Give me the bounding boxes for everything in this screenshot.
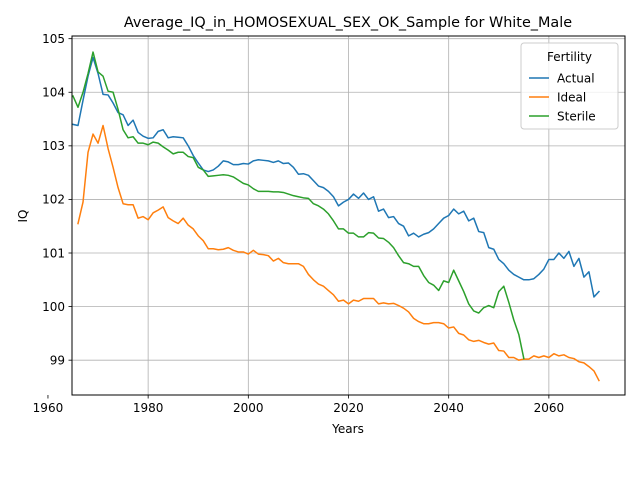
x-tick-label: 1980 <box>133 401 164 415</box>
series-line-ideal <box>77 124 600 382</box>
y-tick-label: 99 <box>50 353 65 367</box>
series-lines <box>72 51 601 382</box>
x-axis-label: Years <box>331 422 364 436</box>
x-tick-label: 2000 <box>233 401 264 415</box>
y-tick-label: 101 <box>42 246 65 260</box>
legend-entries: Actual Ideal Sterile <box>529 71 596 123</box>
legend-title: Fertility <box>547 50 592 64</box>
y-tick-label: 104 <box>42 86 65 100</box>
y-axis-label: IQ <box>16 210 30 223</box>
legend-label-sterile: Sterile <box>557 109 596 123</box>
legend-label-ideal: Ideal <box>557 90 586 104</box>
y-tick-label: 105 <box>42 32 65 46</box>
chart-title: Average_IQ_in_HOMOSEXUAL_SEX_OK_Sample f… <box>124 15 572 31</box>
y-tick-label: 103 <box>42 139 65 153</box>
legend: Fertility Actual Ideal Sterile <box>520 42 619 130</box>
x-tick-label: 1960 <box>33 401 64 415</box>
x-tick-label: 2040 <box>433 401 464 415</box>
x-tick-label: 2060 <box>534 401 565 415</box>
series-line-sterile <box>72 51 525 360</box>
x-axis-ticks: 1960 1980 2000 2020 2040 2060 <box>33 395 564 415</box>
x-tick-label: 2020 <box>333 401 364 415</box>
legend-box <box>520 42 619 130</box>
legend-label-actual: Actual <box>557 71 595 85</box>
y-tick-label: 102 <box>42 193 65 207</box>
y-axis-ticks: 99 100 101 102 103 104 105 <box>42 32 72 367</box>
y-tick-label: 100 <box>42 300 65 314</box>
series-line-actual <box>72 56 601 298</box>
